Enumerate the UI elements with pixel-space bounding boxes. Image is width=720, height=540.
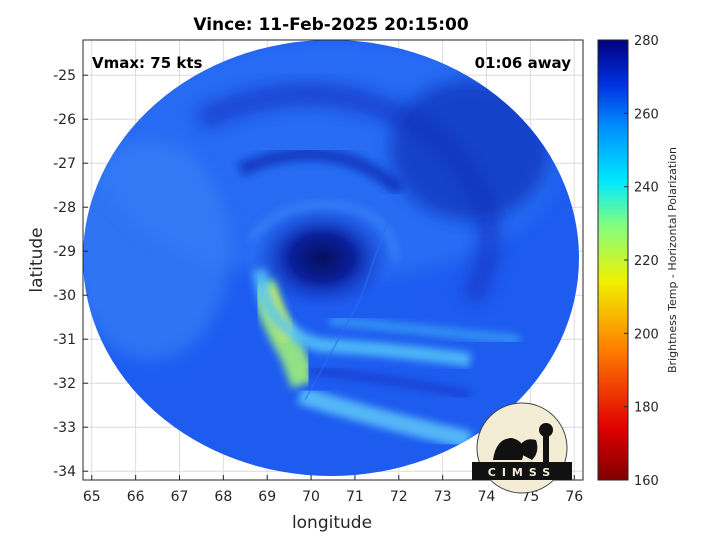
x-tick-label: 76 <box>565 489 583 505</box>
y-tick-label: -25 <box>53 68 76 84</box>
colorbar-tick-label: 260 <box>634 107 659 122</box>
y-tick-label: -33 <box>53 420 76 436</box>
colorbar-tick-label: 280 <box>634 34 659 49</box>
x-axis-ticks: 65 66 67 68 69 70 71 72 73 74 75 76 <box>83 475 583 505</box>
y-axis-ticks: -25 -26 -27 -28 -29 -30 -31 -32 -33 -34 <box>53 68 88 480</box>
x-axis-label: longitude <box>292 513 372 533</box>
colorbar <box>597 39 629 481</box>
time-away-label: 01:06 away <box>475 54 572 72</box>
axes-frame <box>82 39 584 481</box>
x-tick-label: 67 <box>171 489 189 505</box>
x-tick-label: 69 <box>258 489 276 505</box>
chart-title: Vince: 11-Feb-2025 20:15:00 <box>193 15 468 35</box>
x-tick-label: 74 <box>478 489 496 505</box>
colorbar-tick-label: 180 <box>634 401 659 416</box>
y-tick-label: -31 <box>53 332 76 348</box>
y-tick-label: -28 <box>53 200 76 216</box>
colorbar-label: Brightness Temp - Horizontal Polarizatio… <box>666 147 679 373</box>
y-tick-label: -29 <box>53 244 76 260</box>
colorbar-ticks: 160 180 200 220 240 260 280 <box>624 34 659 489</box>
y-tick-label: -34 <box>53 464 76 480</box>
y-tick-label: -27 <box>53 156 76 172</box>
y-tick-label: -32 <box>53 376 76 392</box>
vmax-label: Vmax: 75 kts <box>92 54 202 72</box>
logo-text: CIMSS <box>488 466 556 479</box>
x-tick-label: 66 <box>127 489 145 505</box>
x-tick-label: 71 <box>346 489 364 505</box>
y-tick-label: -26 <box>53 112 76 128</box>
x-tick-label: 65 <box>83 489 101 505</box>
colorbar-tick-label: 240 <box>634 181 659 196</box>
cimss-logo: CIMSS <box>472 402 572 494</box>
brightness-temp-swath <box>83 40 579 476</box>
y-tick-label: -30 <box>53 288 76 304</box>
colorbar-tick-label: 160 <box>634 474 659 489</box>
x-tick-label: 68 <box>214 489 232 505</box>
x-tick-label: 70 <box>302 489 320 505</box>
colorbar-tick-label: 220 <box>634 254 659 269</box>
y-axis-label: latitude <box>27 227 47 292</box>
x-tick-label: 73 <box>434 489 452 505</box>
colorbar-tick-label: 200 <box>634 327 659 342</box>
x-tick-label: 72 <box>390 489 408 505</box>
